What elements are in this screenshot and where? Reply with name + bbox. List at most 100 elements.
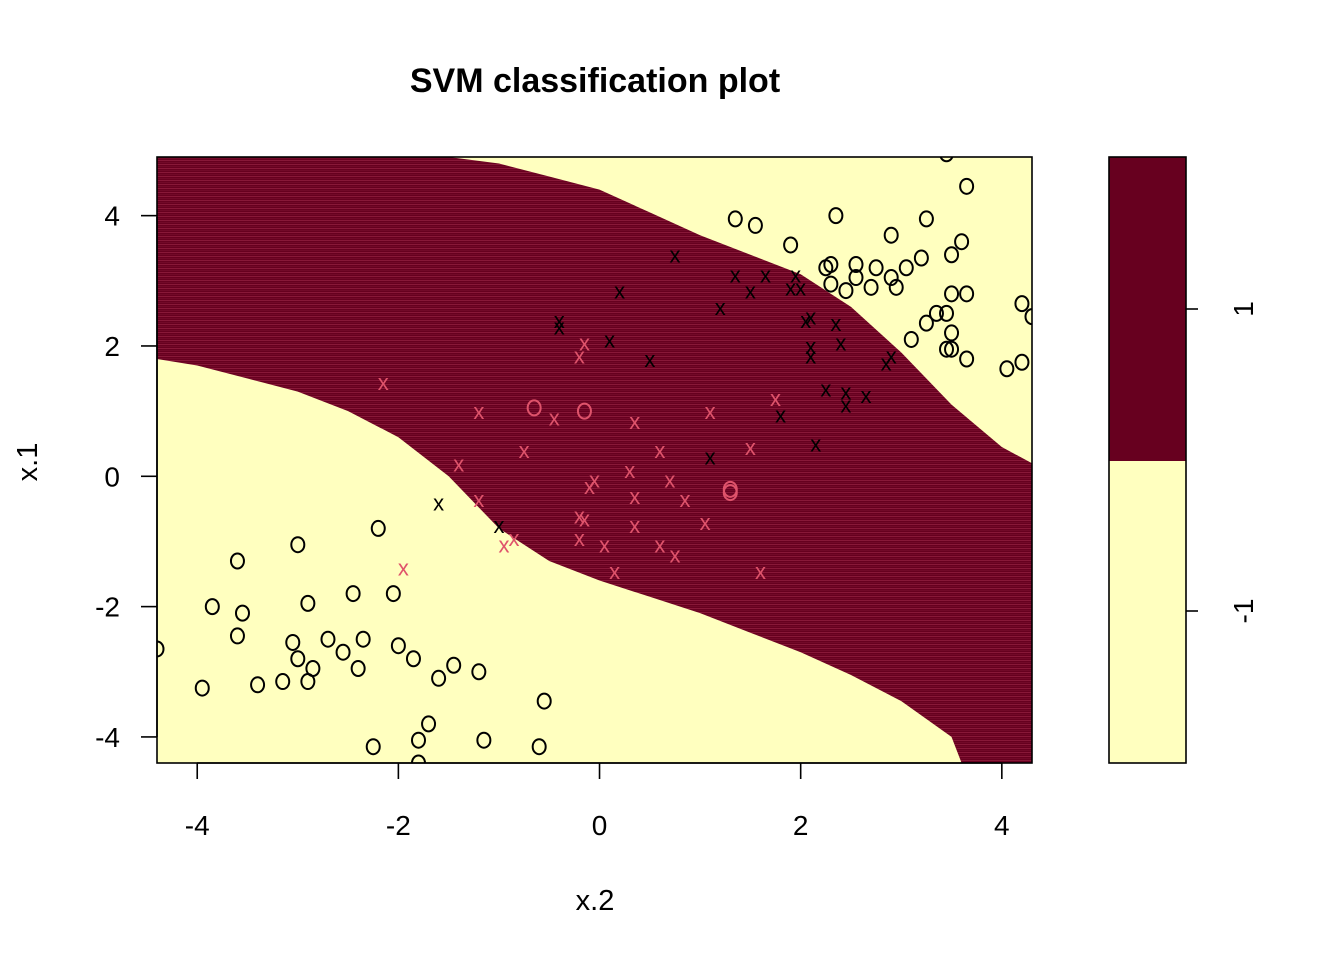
- support-vector-point: x: [599, 533, 610, 558]
- data-point: [275, 673, 291, 691]
- x-tick-label: -4: [185, 810, 210, 841]
- data-point: [229, 627, 245, 645]
- support-vector-point: x: [805, 344, 816, 369]
- data-point: [300, 594, 316, 612]
- data-point: [320, 630, 336, 648]
- x-axis: -4 -2 0 2 4: [185, 762, 1010, 841]
- data-point: [531, 738, 547, 756]
- support-vector-point: x: [664, 468, 675, 493]
- chart-title: SVM classification plot: [410, 62, 780, 100]
- positive-class-region: [157, 157, 1032, 763]
- data-point: [300, 673, 316, 691]
- support-vector-point: x: [614, 279, 625, 304]
- support-vector-point: x: [554, 314, 565, 339]
- support-vector-point: x: [509, 526, 520, 551]
- data-point: [828, 207, 844, 225]
- data-point: [405, 650, 421, 668]
- x-tick-label: -2: [386, 810, 411, 841]
- legend-border: [1108, 156, 1187, 764]
- data-point: [536, 692, 552, 710]
- support-vector-point: x: [840, 393, 851, 418]
- data-point: [959, 177, 975, 195]
- data-point: [229, 552, 245, 570]
- data-point: [883, 269, 899, 287]
- support-vector-point: x: [584, 474, 595, 499]
- data-point: [848, 256, 864, 274]
- support-vector-point: x: [830, 311, 841, 336]
- support-vector-point: x: [680, 487, 691, 512]
- data-point: [194, 679, 210, 697]
- data-point: [390, 637, 406, 655]
- data-point: [345, 585, 361, 603]
- support-vector-point: x: [705, 399, 716, 424]
- support-vector-point: x: [840, 380, 851, 405]
- support-vector-point: x: [589, 468, 600, 493]
- data-point: [370, 519, 386, 537]
- data-point: [903, 330, 919, 348]
- data-point: [385, 585, 401, 603]
- support-vector-point: x: [770, 386, 781, 411]
- support-vector-point: x: [433, 490, 444, 515]
- support-vector-point: x: [881, 350, 892, 375]
- support-vector-point: x: [473, 399, 484, 424]
- data-point: [576, 402, 592, 420]
- data-point: [355, 630, 371, 648]
- data-point: [1024, 308, 1032, 326]
- support-vector-point: x: [498, 533, 509, 558]
- support-vector-point: x: [669, 243, 680, 268]
- support-vector-point: x: [730, 262, 741, 287]
- support-vector-point: x: [760, 262, 771, 287]
- data-point: [410, 731, 426, 749]
- data-point: [823, 275, 839, 293]
- support-vector-point: x: [745, 279, 756, 304]
- data-point: [250, 676, 266, 694]
- data-point: [365, 738, 381, 756]
- support-vector-point: x: [810, 432, 821, 457]
- data-point: [350, 660, 366, 678]
- data-point: [335, 643, 351, 661]
- data-point: [290, 650, 306, 668]
- support-vector-point: x: [604, 327, 615, 352]
- support-vector-point: x: [775, 402, 786, 427]
- support-vector-point: x: [886, 344, 897, 369]
- data-point: [290, 536, 306, 554]
- support-vector-point: x: [861, 383, 872, 408]
- legend-swatch-positive: [1109, 157, 1186, 461]
- data-point: [939, 304, 955, 322]
- data-point: [944, 285, 960, 303]
- data-point: [204, 598, 220, 616]
- support-vector-point: x: [835, 331, 846, 356]
- data-point: [918, 210, 934, 228]
- y-tick-label: 0: [104, 461, 120, 492]
- x-tick-label: 0: [592, 810, 608, 841]
- data-point: [476, 731, 492, 749]
- support-vector-point: x: [549, 406, 560, 431]
- support-vector-point: x: [644, 347, 655, 372]
- data-point: [868, 259, 884, 277]
- support-vector-point: x: [785, 275, 796, 300]
- data-point: [939, 157, 954, 163]
- data-point: [928, 304, 944, 322]
- data-point: [727, 210, 743, 228]
- support-vector-point: x: [398, 556, 409, 581]
- support-vector-point: x: [700, 510, 711, 535]
- data-point: [863, 278, 879, 296]
- data-point: [1014, 353, 1030, 371]
- data-point: [747, 216, 763, 234]
- y-axis: -4 -2 0 2 4: [95, 201, 158, 753]
- data-point: [999, 360, 1015, 378]
- x-tick-label: 4: [994, 810, 1010, 841]
- support-vector-point: x: [574, 526, 585, 551]
- support-vector-point: x: [574, 344, 585, 369]
- data-point: [783, 236, 799, 254]
- support-vector-point: x: [579, 331, 590, 356]
- support-vector-point: x: [805, 334, 816, 359]
- data-point: [883, 226, 899, 244]
- support-vector-point: x: [629, 409, 640, 434]
- support-vector-point: x: [745, 435, 756, 460]
- data-point: [939, 340, 955, 358]
- legend-label-negative: -1: [1228, 599, 1259, 624]
- data-point: [526, 399, 542, 417]
